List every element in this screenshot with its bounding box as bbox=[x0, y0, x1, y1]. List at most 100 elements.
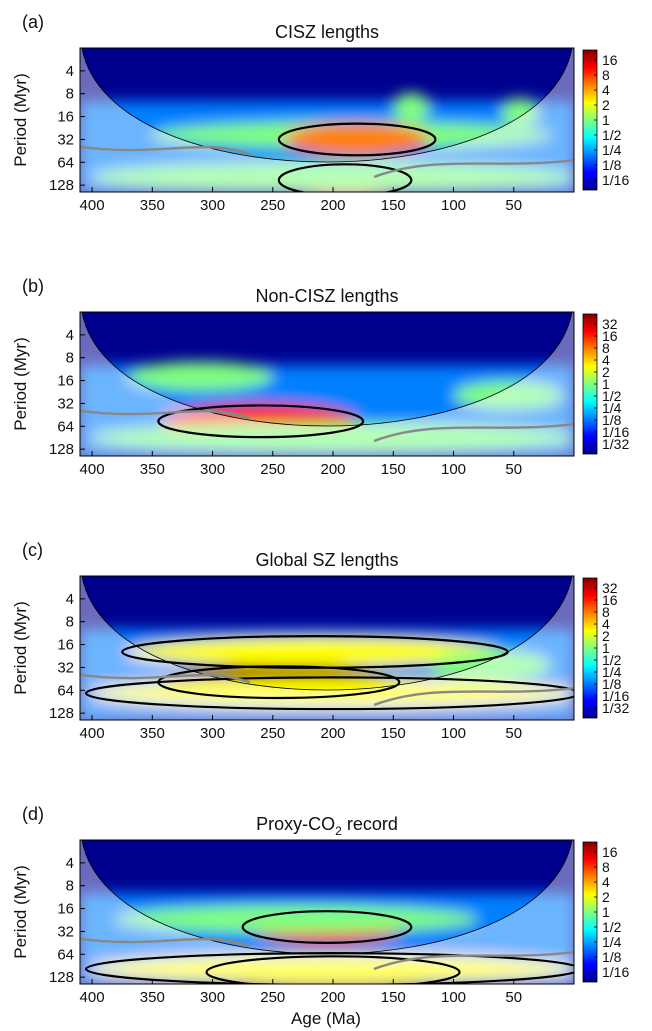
x-tick-label: 200 bbox=[321, 197, 346, 214]
x-tick-label: 250 bbox=[260, 989, 285, 1006]
x-tick-label: 150 bbox=[381, 989, 406, 1006]
y-axis-label: Period (Myr) bbox=[11, 865, 30, 959]
panel-title: Non-CISZ lengths bbox=[255, 286, 398, 306]
contour-line bbox=[205, 955, 461, 984]
y-tick-label: 32 bbox=[57, 131, 74, 148]
grey-contour bbox=[80, 673, 251, 684]
x-tick-label: 200 bbox=[321, 725, 346, 742]
colorbar-tick-label: 8 bbox=[602, 67, 610, 83]
grey-contour bbox=[373, 422, 574, 443]
y-tick-label: 32 bbox=[57, 659, 74, 676]
panel-title: Proxy-CO2 record bbox=[256, 814, 398, 838]
x-tick-label: 100 bbox=[441, 461, 466, 478]
grey-contour bbox=[80, 409, 251, 420]
y-tick-label: 8 bbox=[66, 614, 74, 631]
x-tick-label: 150 bbox=[381, 725, 406, 742]
x-tick-label: 400 bbox=[80, 461, 105, 478]
colorbar-tick-label: 4 bbox=[602, 874, 610, 890]
grey-contour bbox=[373, 950, 574, 971]
x-tick-label: 400 bbox=[80, 197, 105, 214]
significance-contours bbox=[80, 404, 574, 443]
colorbar-tick-label: 1 bbox=[602, 640, 610, 656]
x-tick-label: 200 bbox=[321, 461, 346, 478]
y-axis-label: Period (Myr) bbox=[11, 337, 30, 431]
panel-title: CISZ lengths bbox=[275, 22, 379, 42]
x-tick-label: 150 bbox=[381, 461, 406, 478]
y-tick-label: 4 bbox=[66, 327, 74, 344]
colorbar-tick-label: 1/16 bbox=[602, 424, 629, 440]
cone-of-influence bbox=[80, 840, 574, 984]
coi-boundary bbox=[81, 576, 573, 691]
y-tick-label: 128 bbox=[49, 177, 74, 194]
y-tick-label: 16 bbox=[57, 901, 74, 918]
y-tick-label: 32 bbox=[57, 923, 74, 940]
y-tick-label: 64 bbox=[57, 682, 74, 699]
colorbar-tick-label: 1/4 bbox=[602, 664, 622, 680]
y-tick-label: 128 bbox=[49, 441, 74, 458]
y-tick-label: 128 bbox=[49, 969, 74, 986]
colorbar-tick-label: 1/2 bbox=[602, 388, 622, 404]
power-band-3 bbox=[92, 678, 574, 709]
x-tick-label: 100 bbox=[441, 725, 466, 742]
colorbar-tick-label: 1/2 bbox=[602, 652, 622, 668]
x-tick-label: 400 bbox=[80, 989, 105, 1006]
colorbar-tick-label: 1/8 bbox=[602, 676, 622, 692]
x-tick-label: 50 bbox=[505, 461, 522, 478]
x-tick-label: 100 bbox=[441, 989, 466, 1006]
power-band-4 bbox=[92, 162, 574, 192]
power-band-6 bbox=[501, 98, 538, 127]
contour-line bbox=[121, 634, 509, 669]
contour-line bbox=[157, 404, 365, 439]
significance-contours bbox=[80, 122, 574, 192]
y-tick-label: 8 bbox=[66, 878, 74, 895]
plot-frame bbox=[79, 311, 575, 457]
colorbar-tick-label: 1/16 bbox=[602, 688, 629, 704]
cone-of-influence bbox=[80, 576, 574, 720]
colorbar-tick-label: 1/8 bbox=[602, 157, 622, 173]
colorbar-tick-label: 1/4 bbox=[602, 934, 622, 950]
colorbar-tick-label: 1/32 bbox=[602, 436, 629, 452]
panel-label: (c) bbox=[22, 540, 43, 560]
x-tick-label: 350 bbox=[140, 197, 165, 214]
colorbar-tick-label: 1 bbox=[602, 376, 610, 392]
colorbar-tick-label: 1/16 bbox=[602, 172, 629, 188]
panel-label: (a) bbox=[22, 12, 44, 32]
grey-contour bbox=[373, 686, 574, 707]
x-tick-label: 200 bbox=[321, 989, 346, 1006]
colorbar-tick-label: 1/2 bbox=[602, 127, 622, 143]
y-tick-label: 8 bbox=[66, 350, 74, 367]
colorbar-tick-label: 2 bbox=[602, 889, 610, 905]
grey-contour bbox=[80, 937, 251, 948]
x-tick-label: 250 bbox=[260, 197, 285, 214]
power-band-2 bbox=[128, 637, 502, 667]
colorbar-tick-label: 4 bbox=[602, 352, 610, 368]
contour-line bbox=[277, 163, 413, 192]
significance-contours bbox=[80, 910, 574, 984]
y-tick-label: 4 bbox=[66, 591, 74, 608]
power-band-3 bbox=[92, 423, 574, 453]
colorbar-tick-label: 2 bbox=[602, 628, 610, 644]
colorbar-tick-label: 16 bbox=[602, 328, 618, 344]
x-tick-label: 300 bbox=[200, 725, 225, 742]
colorbar-tick-label: 1/32 bbox=[602, 700, 629, 716]
power-band-4 bbox=[116, 904, 478, 934]
grey-contour bbox=[373, 158, 574, 179]
power-band-5 bbox=[393, 93, 430, 122]
x-tick-label: 250 bbox=[260, 725, 285, 742]
y-tick-label: 64 bbox=[57, 154, 74, 171]
x-tick-label: 50 bbox=[505, 725, 522, 742]
heatmap-field bbox=[80, 840, 574, 984]
y-tick-label: 16 bbox=[57, 109, 74, 126]
colorbar-tick-label: 1/4 bbox=[602, 400, 622, 416]
grey-contour bbox=[80, 145, 251, 156]
coi-boundary bbox=[81, 312, 573, 427]
y-axis-label: Period (Myr) bbox=[11, 601, 30, 695]
y-tick-label: 128 bbox=[49, 705, 74, 722]
plot-frame bbox=[79, 839, 575, 985]
y-tick-label: 32 bbox=[57, 395, 74, 412]
x-tick-label: 350 bbox=[140, 989, 165, 1006]
